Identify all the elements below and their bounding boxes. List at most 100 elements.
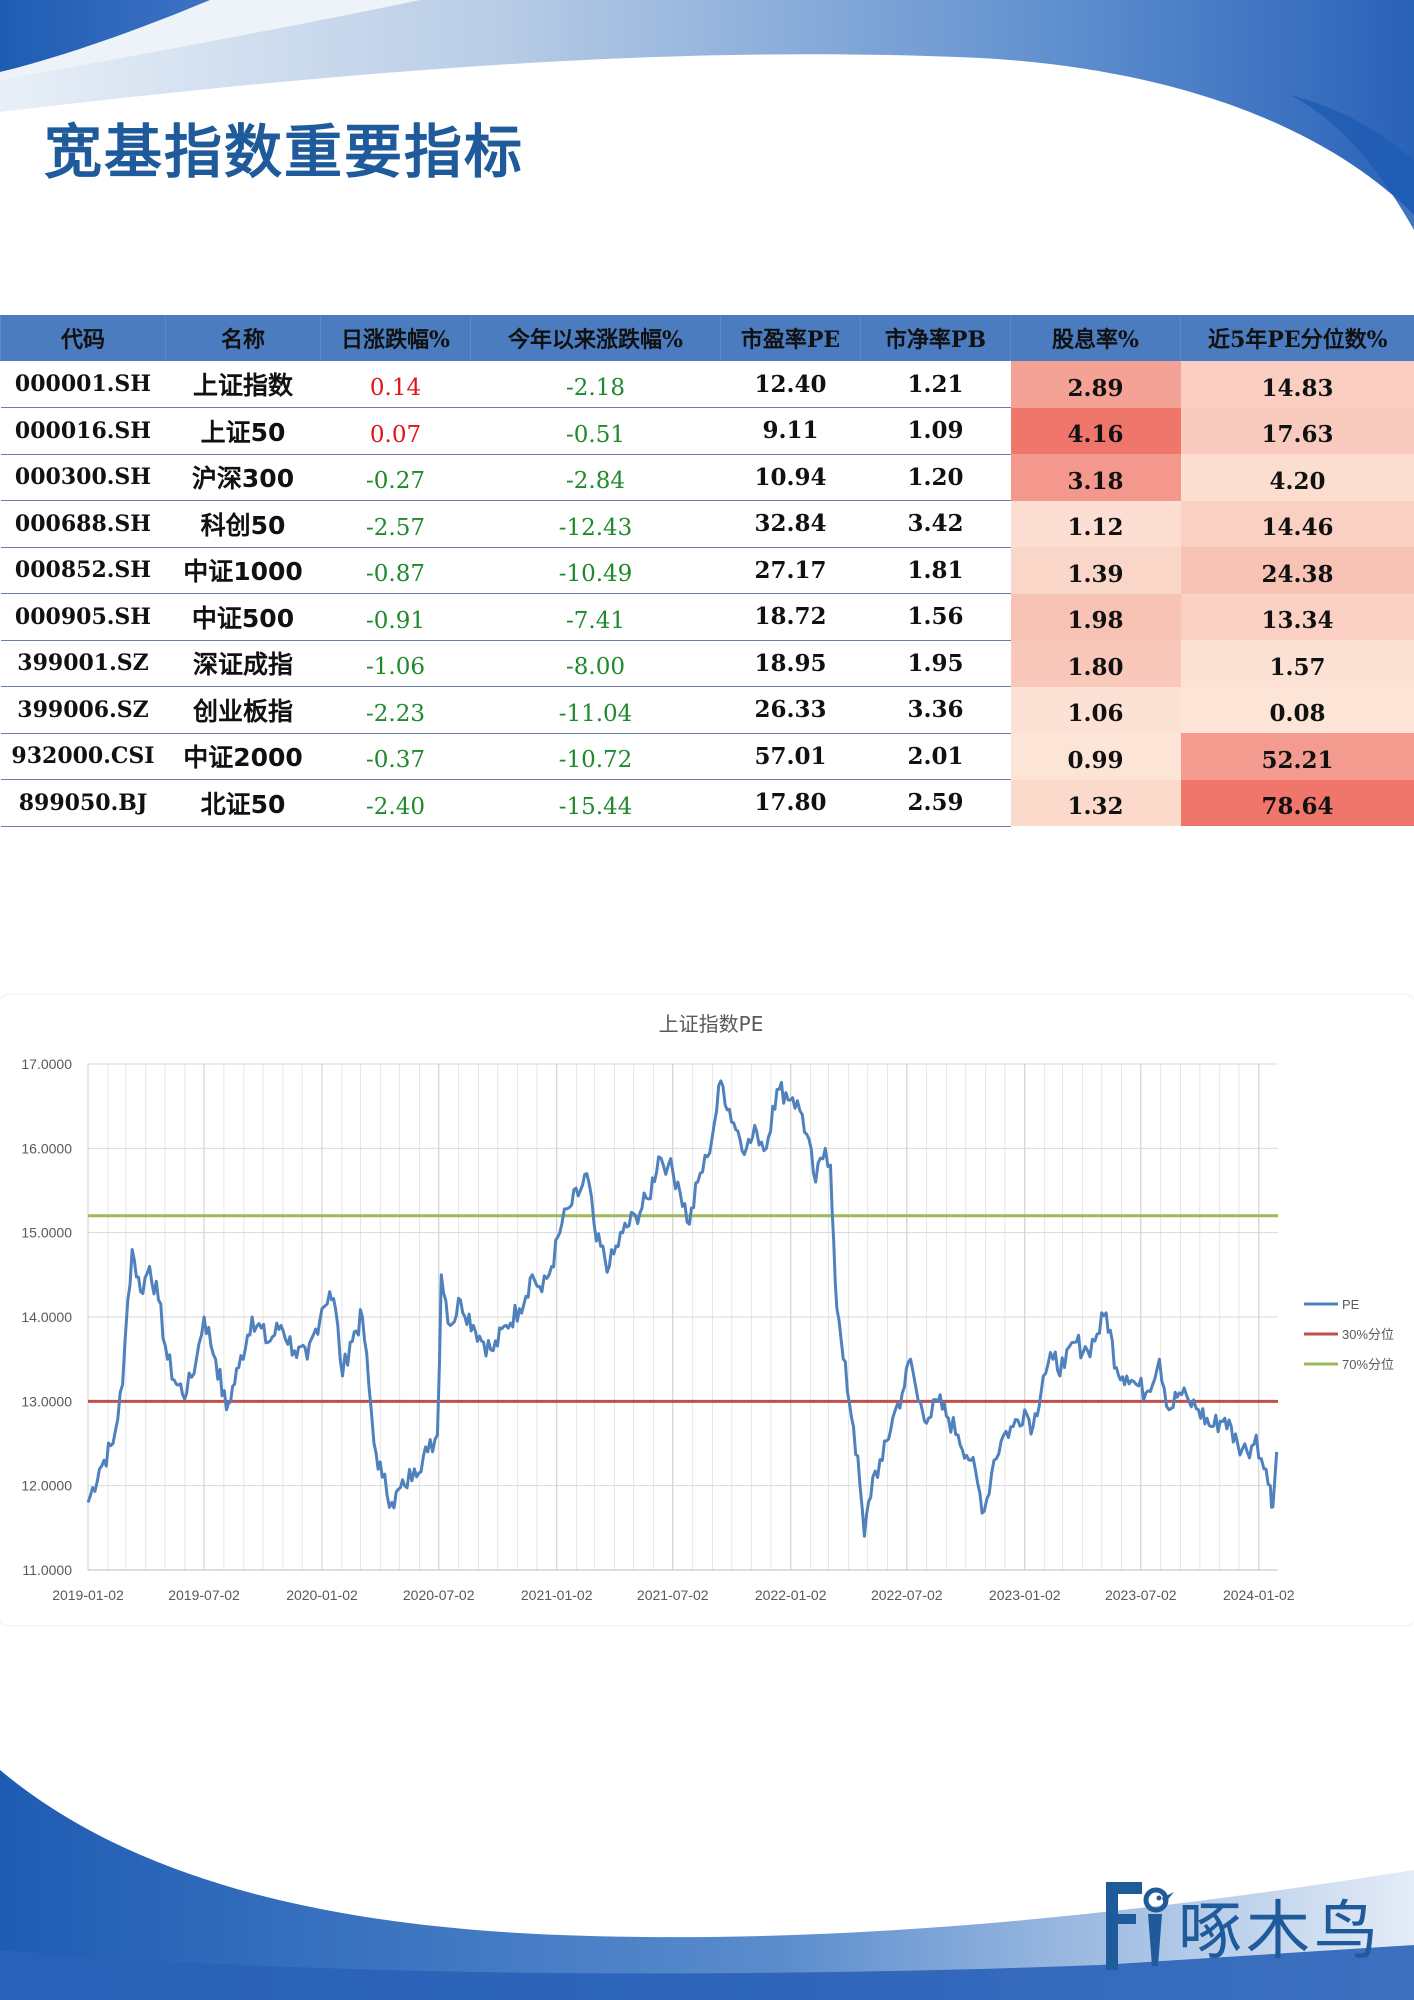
- index-code-cell: 000688.SH: [0, 500, 166, 548]
- daily-change-cell: -0.27: [320, 454, 471, 501]
- daily-change-cell: -2.57: [320, 500, 471, 548]
- brand-logo: 啄木鸟: [1098, 1874, 1398, 1974]
- table-row: 000300.SH 沪深300 -0.27 -2.84 10.94 1.20 3.18 4.2…: [0, 454, 1414, 501]
- page-title: 宽基指数重要指标: [44, 118, 525, 186]
- y-tick-label: 17.0000: [21, 1056, 72, 1072]
- daily-change-cell: -0.37: [320, 733, 471, 780]
- daily-change-cell: -1.06: [320, 640, 471, 687]
- ytd-change-cell: -15.44: [470, 779, 721, 827]
- pe-percentile-cell: 17.63: [1180, 407, 1414, 454]
- index-code-cell: 399001.SZ: [0, 640, 166, 687]
- pe-chart: 上证指数PE 11.0000 12.0000 13.0000 14.0000 15.00…: [0, 995, 1414, 1625]
- table-row: 000001.SH 上证指数 0.14 -2.18 12.40 1.21 2.89 14.83: [0, 361, 1414, 408]
- chart-legend: PE 30%分位 70%分位: [1304, 1297, 1394, 1372]
- pb-cell: 2.01: [860, 733, 1011, 780]
- pe-cell: 26.33: [720, 686, 861, 734]
- index-code-cell: 899050.BJ: [0, 779, 166, 827]
- index-name-cell: 沪深300: [165, 454, 321, 501]
- index-name-cell: 中证500: [165, 593, 321, 641]
- table-row: 000688.SH 科创50 -2.57 -12.43 32.84 3.42 1.12 14.…: [0, 500, 1414, 548]
- dividend-yield-cell: 1.80: [1010, 640, 1181, 687]
- index-code-cell: 000905.SH: [0, 593, 166, 641]
- legend-label: 70%分位: [1342, 1357, 1394, 1372]
- pe-percentile-cell: 0.08: [1180, 686, 1414, 733]
- column-header-daily-change: 日涨跌幅%: [320, 315, 471, 361]
- dividend-yield-cell: 1.98: [1010, 593, 1181, 640]
- ytd-change-cell: -12.43: [470, 500, 721, 548]
- pe-percentile-cell: 24.38: [1180, 547, 1414, 594]
- x-tick-label: 2020-01-02: [286, 1587, 358, 1603]
- y-tick-label: 14.0000: [21, 1309, 72, 1325]
- index-name-cell: 创业板指: [165, 686, 321, 734]
- table-row: 399001.SZ 深证成指 -1.06 -8.00 18.95 1.95 1.80 1.57: [0, 640, 1414, 687]
- pe-cell: 9.11: [720, 407, 861, 455]
- daily-change-cell: 0.07: [320, 407, 471, 455]
- pe-cell: 17.80: [720, 779, 861, 827]
- dividend-yield-cell: 2.89: [1010, 361, 1181, 408]
- ytd-change-cell: -10.72: [470, 733, 721, 780]
- pe-cell: 32.84: [720, 500, 861, 548]
- ytd-change-cell: -10.49: [470, 547, 721, 594]
- column-header-pe-percentile: 近5年PE分位数%: [1180, 315, 1414, 361]
- pb-cell: 1.20: [860, 454, 1011, 501]
- ytd-change-cell: -7.41: [470, 593, 721, 641]
- pb-cell: 1.21: [860, 361, 1011, 408]
- x-tick-label: 2022-07-02: [871, 1587, 943, 1603]
- column-header-code: 代码: [0, 315, 166, 361]
- pe-percentile-cell: 14.83: [1180, 361, 1414, 408]
- dividend-yield-cell: 4.16: [1010, 407, 1181, 454]
- pe-percentile-cell: 13.34: [1180, 593, 1414, 640]
- table-row: 899050.BJ 北证50 -2.40 -15.44 17.80 2.59 1.32 78.…: [0, 779, 1414, 827]
- index-code-cell: 000016.SH: [0, 407, 166, 455]
- table-row: 932000.CSI 中证2000 -0.37 -10.72 57.01 2.01 0.99…: [0, 733, 1414, 780]
- pb-cell: 1.56: [860, 593, 1011, 641]
- ytd-change-cell: -2.18: [470, 361, 721, 408]
- daily-change-cell: -0.87: [320, 547, 471, 594]
- index-name-cell: 上证指数: [165, 361, 321, 408]
- chart-title: 上证指数PE: [659, 1012, 764, 1036]
- ytd-change-cell: -11.04: [470, 686, 721, 734]
- table-row: 000852.SH 中证1000 -0.87 -10.49 27.17 1.81 1.39 2…: [0, 547, 1414, 594]
- chart-grid: [87, 1063, 1278, 1571]
- x-tick-label: 2024-01-02: [1223, 1587, 1295, 1603]
- pe-percentile-cell: 52.21: [1180, 733, 1414, 780]
- x-tick-label: 2022-01-02: [755, 1587, 827, 1603]
- pb-cell: 1.81: [860, 547, 1011, 594]
- y-tick-label: 12.0000: [21, 1478, 72, 1494]
- dividend-yield-cell: 0.99: [1010, 733, 1181, 780]
- table-row: 000016.SH 上证50 0.07 -0.51 9.11 1.09 4.16 17.63: [0, 407, 1414, 455]
- daily-change-cell: -0.91: [320, 593, 471, 641]
- table-row: 000905.SH 中证500 -0.91 -7.41 18.72 1.56 1.98 13.…: [0, 593, 1414, 641]
- dividend-yield-cell: 1.06: [1010, 686, 1181, 733]
- index-name-cell: 北证50: [165, 779, 321, 827]
- chart-axes: 11.0000 12.0000 13.0000 14.0000 15.0000 16.00…: [21, 1056, 1294, 1603]
- x-tick-label: 2023-07-02: [1105, 1587, 1177, 1603]
- pe-chart-svg: 上证指数PE 11.0000 12.0000 13.0000 14.0000 15.00…: [21, 1012, 1394, 1603]
- dividend-yield-cell: 3.18: [1010, 454, 1181, 501]
- table-row: 399006.SZ 创业板指 -2.23 -11.04 26.33 3.36 1.06 0.0…: [0, 686, 1414, 734]
- table-body: 000001.SH 上证指数 0.14 -2.18 12.40 1.21 2.89 14.83…: [0, 361, 1414, 827]
- pe-cell: 10.94: [720, 454, 861, 501]
- pe-percentile-cell: 1.57: [1180, 640, 1414, 687]
- y-tick-label: 13.0000: [21, 1393, 72, 1409]
- index-code-cell: 399006.SZ: [0, 686, 166, 734]
- daily-change-cell: 0.14: [320, 361, 471, 408]
- pe-percentile-cell: 78.64: [1180, 779, 1414, 826]
- pe-cell: 12.40: [720, 361, 861, 408]
- dividend-yield-cell: 1.39: [1010, 547, 1181, 594]
- pe-percentile-cell: 4.20: [1180, 454, 1414, 501]
- pe-cell: 18.72: [720, 593, 861, 641]
- pb-cell: 3.36: [860, 686, 1011, 734]
- ytd-change-cell: -8.00: [470, 640, 721, 687]
- x-tick-label: 2023-01-02: [989, 1587, 1061, 1603]
- pb-cell: 2.59: [860, 779, 1011, 827]
- pe-cell: 27.17: [720, 547, 861, 594]
- chart-series: [86, 1079, 1279, 1538]
- daily-change-cell: -2.23: [320, 686, 471, 734]
- table-header-row: 代码 名称 日涨跌幅% 今年以来涨跌幅% 市盈率PE 市净率PB 股息率% 近5…: [0, 315, 1414, 361]
- ytd-change-cell: -0.51: [470, 407, 721, 455]
- legend-label: 30%分位: [1342, 1327, 1394, 1342]
- pe-cell: 57.01: [720, 733, 861, 780]
- y-tick-label: 16.0000: [21, 1140, 72, 1156]
- column-header-dividend-yield: 股息率%: [1010, 315, 1181, 361]
